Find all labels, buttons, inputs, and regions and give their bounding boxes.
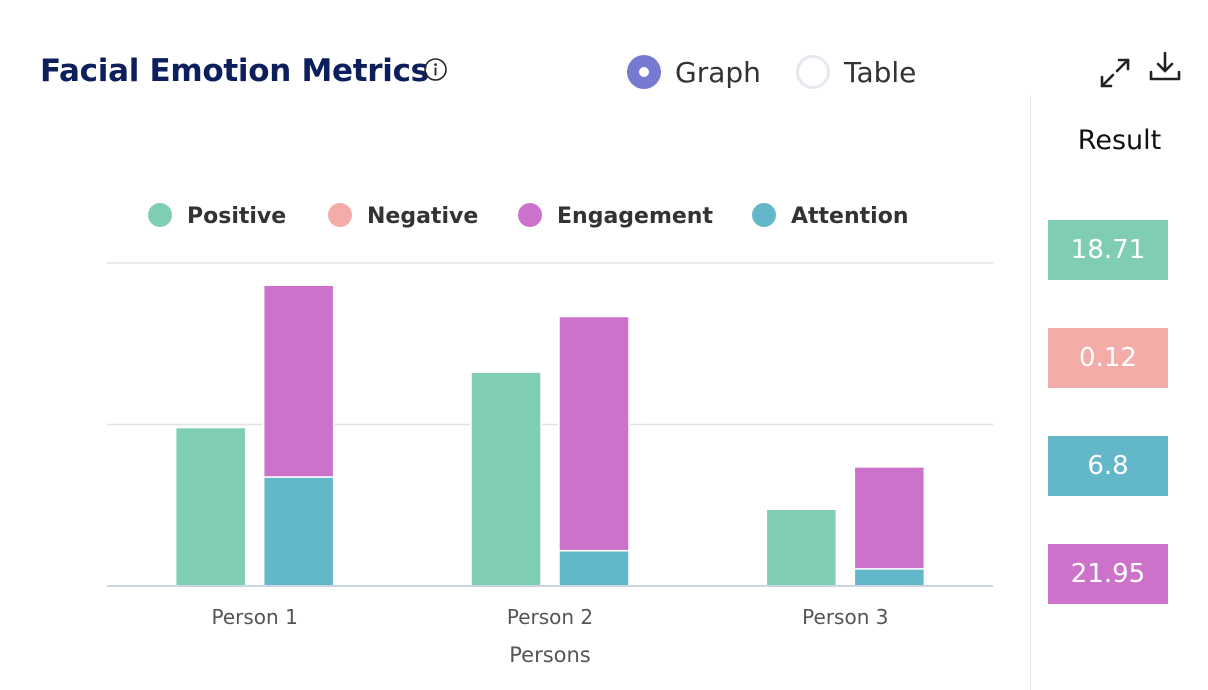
result-value-negative: 0.12 — [1048, 328, 1168, 388]
x-tick-label: Person 2 — [507, 605, 593, 629]
result-value-attention: 6.8 — [1048, 436, 1168, 496]
bar-person-3-attention[interactable] — [853, 568, 926, 587]
bar-person-2-attention[interactable] — [558, 549, 630, 587]
legend-marker-positive[interactable] — [148, 203, 172, 227]
page-title: Facial Emotion Metrics — [40, 53, 429, 89]
download-icon[interactable] — [1148, 50, 1182, 84]
bar-person-1-attention[interactable] — [262, 476, 335, 587]
legend-label-attention[interactable]: Attention — [791, 204, 908, 229]
table-option[interactable]: Table — [796, 52, 916, 92]
graph-option[interactable]: Graph — [627, 52, 761, 92]
x-tick-label: Person 3 — [802, 605, 888, 629]
bar-person-2-engagement[interactable] — [558, 315, 630, 552]
legend-label-engagement[interactable]: Engagement — [557, 204, 713, 229]
info-icon[interactable] — [423, 57, 448, 82]
expand-icon[interactable] — [1098, 56, 1132, 90]
legend-label-negative[interactable]: Negative — [367, 204, 478, 229]
bar-person-1-engagement[interactable] — [262, 284, 335, 478]
result-value-engagement: 21.95 — [1048, 544, 1168, 604]
divider — [1030, 95, 1031, 690]
x-tick-label: Person 1 — [212, 605, 298, 629]
legend-marker-negative[interactable] — [328, 203, 352, 227]
bar-person-2-positive[interactable] — [470, 371, 542, 587]
result-value-positive: 18.71 — [1048, 220, 1168, 280]
legend-label-positive[interactable]: Positive — [187, 204, 286, 229]
bar-person-1-positive[interactable] — [174, 426, 247, 587]
table-radio[interactable] — [796, 55, 830, 89]
legend-marker-attention[interactable] — [752, 203, 776, 227]
bar-chart: Positive Negative Engagement Attention Perso… — [107, 203, 993, 667]
bar-person-2-negative[interactable] — [470, 370, 542, 373]
result-title: Result — [1077, 125, 1162, 156]
table-label: Table — [844, 55, 917, 89]
graph-label: Graph — [675, 55, 761, 89]
bar-person-3-positive[interactable] — [765, 508, 838, 587]
legend-marker-engagement[interactable] — [518, 203, 542, 227]
graph-radio[interactable] — [627, 55, 661, 89]
x-axis-title: Persons — [509, 643, 591, 667]
bar-person-3-engagement[interactable] — [853, 466, 926, 570]
